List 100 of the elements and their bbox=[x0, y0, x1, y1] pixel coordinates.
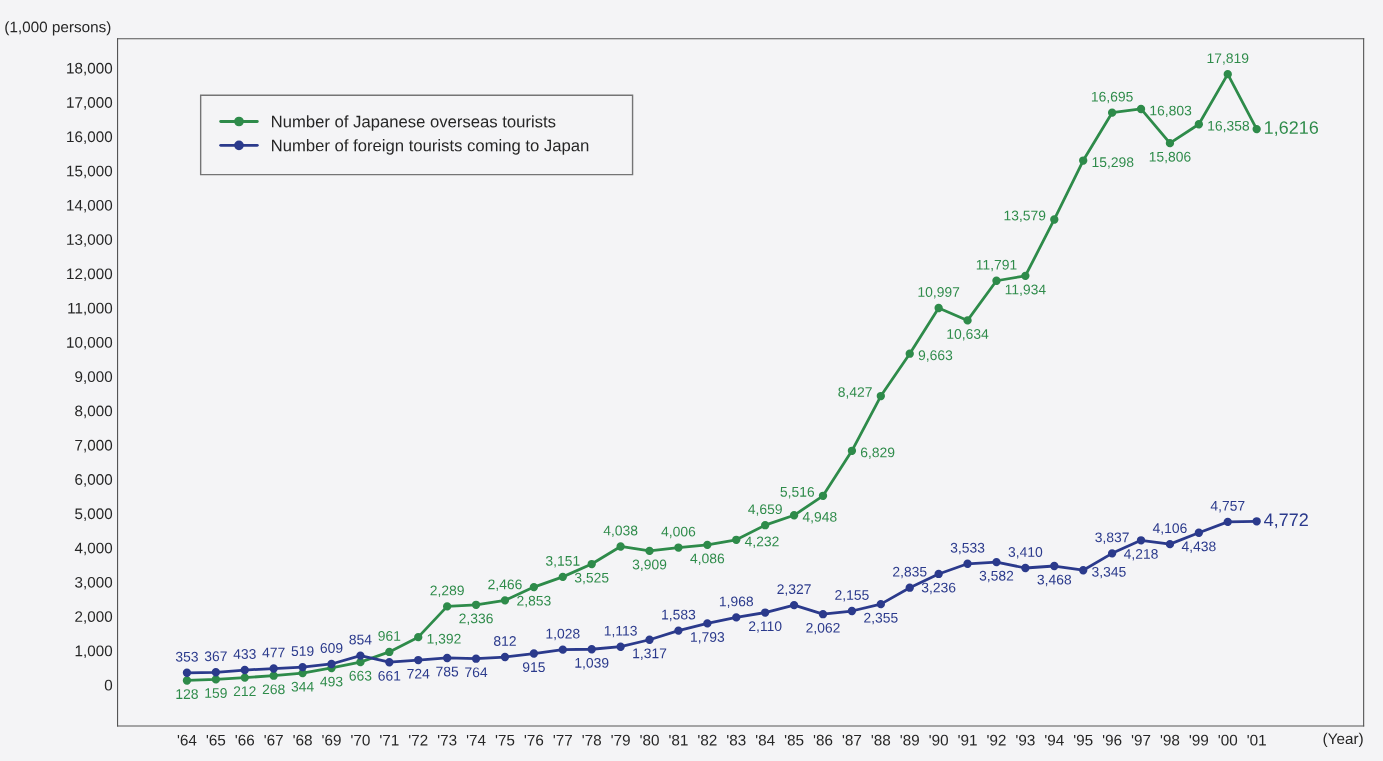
data-label: 663 bbox=[349, 670, 372, 681]
point bbox=[876, 599, 885, 609]
y-tick-label: 11,000 bbox=[68, 302, 113, 316]
data-label: 2,110 bbox=[749, 621, 782, 633]
point bbox=[703, 619, 712, 628]
data-label: 6,829 bbox=[860, 447, 895, 459]
data-label: 4,948 bbox=[802, 511, 837, 524]
data-label: 3,909 bbox=[632, 559, 667, 572]
x-tick-label: '96 bbox=[1102, 734, 1122, 746]
y-tick-label: 4,000 bbox=[74, 542, 113, 556]
point bbox=[1021, 271, 1030, 281]
y-tick-label: 16,000 bbox=[67, 131, 113, 144]
point bbox=[732, 535, 741, 544]
point bbox=[471, 600, 481, 609]
point bbox=[905, 349, 914, 358]
point bbox=[992, 276, 1001, 285]
point bbox=[1050, 561, 1059, 571]
y-tick-label: 6,000 bbox=[75, 474, 113, 487]
y-tick-label: 14,000 bbox=[67, 199, 113, 213]
point bbox=[818, 491, 828, 500]
point bbox=[1223, 69, 1232, 79]
point bbox=[1194, 120, 1204, 129]
point bbox=[1194, 528, 1204, 537]
point bbox=[211, 675, 221, 684]
data-label: 4,218 bbox=[1123, 549, 1158, 561]
point bbox=[269, 671, 278, 680]
data-label: 4,106 bbox=[1152, 523, 1187, 535]
x-tick-label: '84 bbox=[755, 734, 775, 746]
data-label: 268 bbox=[262, 684, 285, 695]
data-label: 2,466 bbox=[488, 579, 522, 591]
data-label: 493 bbox=[320, 676, 343, 687]
point bbox=[385, 658, 394, 667]
data-label: 159 bbox=[205, 688, 227, 698]
point bbox=[558, 645, 567, 654]
point bbox=[414, 632, 423, 642]
data-label: 1,028 bbox=[546, 628, 580, 641]
point bbox=[1050, 215, 1059, 224]
data-label: 2,355 bbox=[864, 612, 898, 625]
data-label: 2,289 bbox=[430, 585, 464, 597]
data-label: 4,772 bbox=[1264, 513, 1308, 529]
point bbox=[471, 654, 481, 663]
x-tick-label: '74 bbox=[466, 734, 486, 746]
data-label: 915 bbox=[522, 662, 545, 673]
point bbox=[1107, 549, 1117, 558]
y-tick-label: 13,000 bbox=[67, 234, 113, 247]
x-tick-label: '83 bbox=[727, 734, 746, 746]
x-tick-label: '69 bbox=[322, 734, 341, 746]
data-label: 16,803 bbox=[1150, 105, 1192, 118]
x-tick-label: '79 bbox=[611, 734, 630, 746]
data-label: 128 bbox=[176, 689, 198, 700]
point bbox=[963, 316, 972, 325]
y-tick-label: 17,000 bbox=[67, 97, 113, 110]
point bbox=[558, 572, 567, 582]
point bbox=[356, 651, 365, 660]
y-tick-label: 12,000 bbox=[67, 268, 113, 282]
data-label: 1,6216 bbox=[1264, 121, 1319, 137]
data-label: 3,345 bbox=[1092, 566, 1126, 579]
x-tick-label: '88 bbox=[871, 734, 891, 746]
x-tick-label: '72 bbox=[409, 734, 428, 746]
data-label: 2,155 bbox=[835, 590, 869, 602]
point bbox=[442, 602, 452, 611]
data-label: 3,151 bbox=[545, 555, 580, 568]
point bbox=[1252, 517, 1261, 526]
x-tick-label: '87 bbox=[842, 734, 862, 746]
data-label: 4,757 bbox=[1210, 501, 1245, 513]
y-tick-label: 3,000 bbox=[75, 576, 113, 590]
point bbox=[240, 673, 249, 682]
point bbox=[847, 446, 857, 455]
data-label: 9,663 bbox=[918, 350, 953, 362]
y-tick-label: 9,000 bbox=[75, 371, 113, 384]
data-label: 1,583 bbox=[662, 609, 696, 622]
point bbox=[587, 645, 596, 654]
point bbox=[1136, 536, 1146, 545]
data-label: 10,634 bbox=[947, 329, 989, 341]
y-tick-label: 0 bbox=[104, 679, 113, 691]
x-tick-label: '71 bbox=[380, 734, 399, 746]
point bbox=[1079, 156, 1088, 165]
x-tick-label: '65 bbox=[206, 734, 226, 746]
point bbox=[587, 559, 596, 569]
x-tick-label: '78 bbox=[582, 734, 601, 746]
point bbox=[934, 303, 943, 313]
x-tick-label: '75 bbox=[495, 734, 515, 746]
data-label: 2,336 bbox=[459, 613, 493, 625]
data-label: 4,438 bbox=[1181, 541, 1216, 553]
point bbox=[211, 668, 221, 677]
point bbox=[1252, 124, 1261, 134]
data-label: 3,525 bbox=[574, 572, 609, 585]
point bbox=[761, 608, 770, 617]
data-label: 785 bbox=[436, 666, 459, 677]
x-tick-label: '97 bbox=[1131, 734, 1151, 746]
data-label: 433 bbox=[233, 649, 256, 659]
data-label: 4,006 bbox=[661, 526, 696, 539]
data-label: 11,934 bbox=[1005, 284, 1046, 297]
x-tick-label: '85 bbox=[784, 734, 804, 746]
data-label: 3,236 bbox=[921, 582, 956, 595]
x-tick-label: '92 bbox=[987, 734, 1006, 746]
point bbox=[1107, 108, 1117, 117]
point bbox=[789, 600, 799, 610]
point bbox=[269, 664, 278, 673]
x-tick-label: '93 bbox=[1016, 734, 1035, 746]
